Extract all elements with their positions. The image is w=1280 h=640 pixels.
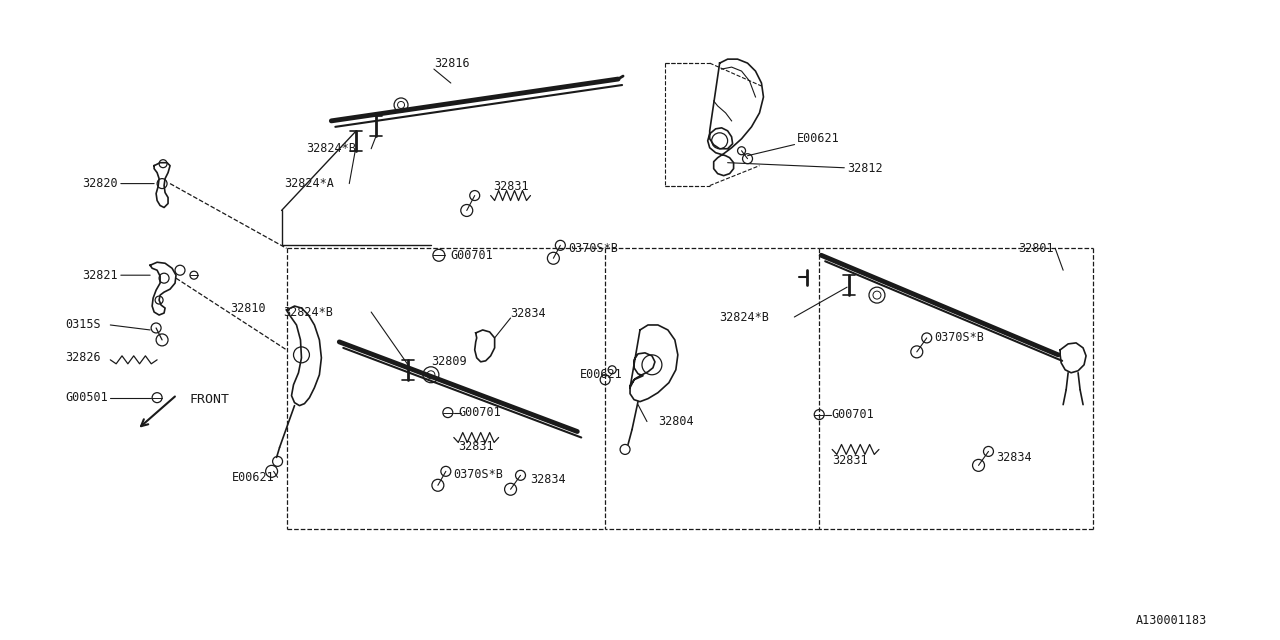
Text: 0370S*B: 0370S*B — [934, 332, 984, 344]
Text: E00621: E00621 — [580, 368, 623, 381]
Text: 0370S*B: 0370S*B — [568, 242, 618, 255]
Text: 32824*B: 32824*B — [306, 142, 356, 156]
Text: E00621: E00621 — [232, 471, 274, 484]
Text: FRONT: FRONT — [189, 393, 230, 406]
Text: 32834: 32834 — [996, 451, 1032, 464]
Text: 32816: 32816 — [434, 56, 470, 70]
Text: 32824*B: 32824*B — [283, 305, 333, 319]
Text: 32834: 32834 — [511, 307, 547, 319]
Text: G00701: G00701 — [451, 249, 494, 262]
Text: 32824*A: 32824*A — [284, 177, 334, 190]
Text: 32812: 32812 — [727, 162, 883, 175]
Text: E00621: E00621 — [748, 132, 840, 156]
Text: 32809: 32809 — [431, 355, 466, 368]
Text: 32810: 32810 — [230, 301, 265, 314]
Text: 32826: 32826 — [65, 351, 101, 364]
Text: 32824*B: 32824*B — [719, 310, 769, 323]
Text: 32821: 32821 — [82, 269, 150, 282]
Text: 0315S: 0315S — [65, 319, 101, 332]
Text: 32831: 32831 — [494, 180, 529, 193]
Text: 0370S*B: 0370S*B — [453, 468, 503, 481]
Text: 32801: 32801 — [1019, 242, 1053, 255]
Text: 32831: 32831 — [832, 454, 868, 467]
Text: 32831: 32831 — [458, 440, 493, 454]
Text: G00701: G00701 — [458, 406, 502, 419]
Text: 32834: 32834 — [530, 473, 566, 486]
Text: G00501: G00501 — [65, 391, 109, 404]
Text: 32820: 32820 — [82, 177, 154, 190]
Text: G00701: G00701 — [831, 408, 874, 421]
Text: A130001183: A130001183 — [1137, 614, 1207, 627]
Text: 32804: 32804 — [658, 415, 694, 428]
